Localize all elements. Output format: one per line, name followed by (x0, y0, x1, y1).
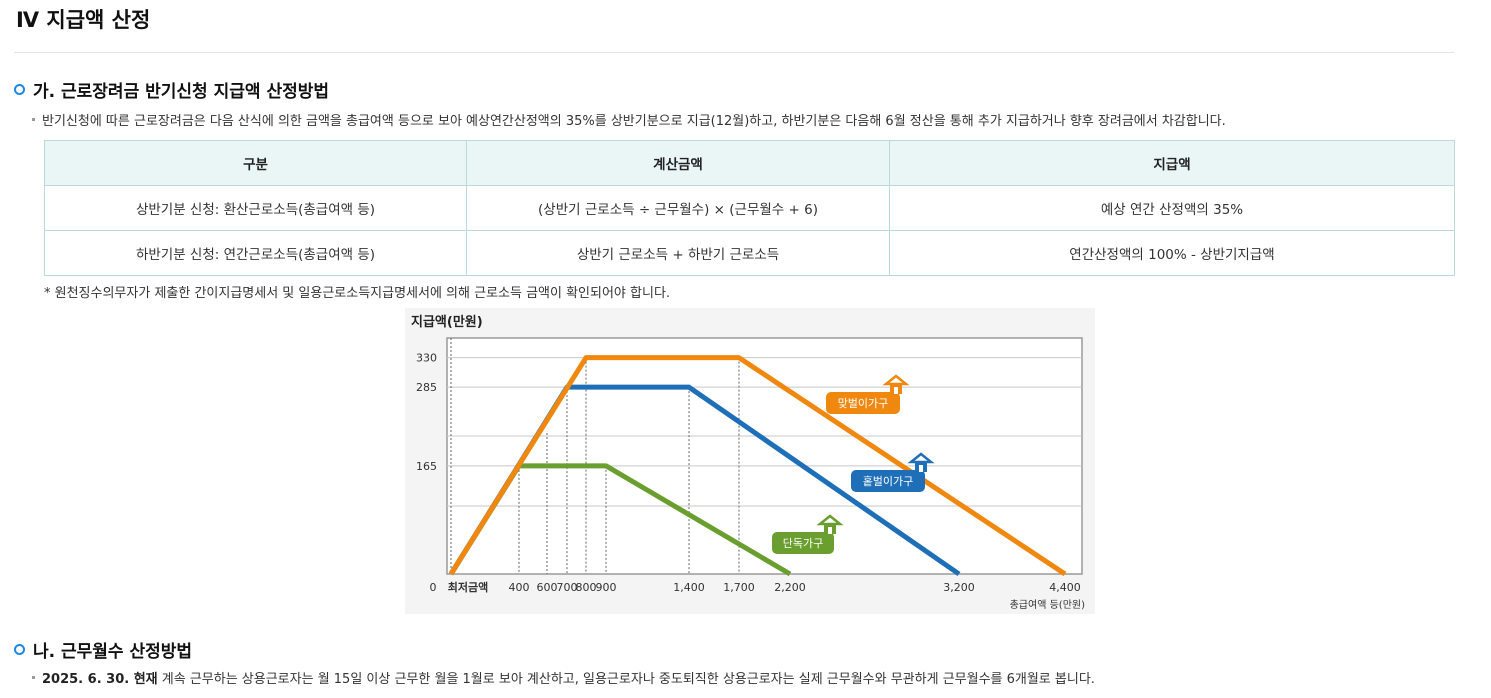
y-tick-label: 285 (416, 381, 437, 394)
table-cell: 상반기 근로소득 + 하반기 근로소득 (466, 230, 890, 276)
table-row: 상반기분 신청: 환산근로소득(총급여액 등) (상반기 근로소득 ÷ 근무월수… (44, 185, 1455, 231)
x-tick-label: 600 (537, 581, 558, 594)
section-b-description: 2025. 6. 30. 현재 계속 근무하는 상용근로자는 월 15일 이상 … (32, 668, 1095, 687)
legend-badge (851, 470, 925, 492)
section-b-date: 2025. 6. 30. 현재 (42, 672, 158, 687)
square-bullet-icon (32, 118, 35, 121)
y-tick-label: 165 (416, 460, 437, 473)
legend-badge (826, 392, 900, 414)
x-tick-label: 1,400 (673, 581, 705, 594)
section-a-description: 반기신청에 따른 근로장려금은 다음 산식에 의한 금액을 총급여액 등으로 보… (32, 110, 1226, 129)
x-axis-label: 총급여액 등(만원) (1010, 599, 1085, 611)
table-header: 지급액 (889, 140, 1455, 186)
table-header: 구분 (44, 140, 467, 186)
page-title: Ⅳ 지급액 산정 (16, 8, 151, 32)
legend-label: 단독가구 (783, 537, 823, 550)
legend-label: 홑벌이가구 (863, 475, 914, 488)
section-b-title: 나. 근무월수 산정방법 (33, 642, 193, 662)
title-divider (14, 52, 1454, 53)
square-bullet-icon (32, 676, 35, 679)
table-cell: (상반기 근로소득 ÷ 근무월수) × (근무월수 + 6) (466, 185, 890, 231)
section-b-text: 계속 근무하는 상용근로자는 월 15일 이상 근무한 월을 1월로 보아 계산… (157, 672, 1095, 687)
x-tick-label: 3,200 (943, 581, 975, 594)
table-cell: 예상 연간 산정액의 35% (889, 185, 1455, 231)
section-a-text: 반기신청에 따른 근로장려금은 다음 산식에 의한 금액을 총급여액 등으로 보… (42, 114, 1226, 129)
x-tick-label: 2,200 (774, 581, 806, 594)
footnote: * 원천징수의무자가 제출한 간이지급명세서 및 일용근로소득지급명세서에 의해… (44, 286, 671, 301)
section-a-title: 가. 근로장려금 반기신청 지급액 산정방법 (33, 82, 330, 102)
x-tick-label: 최저금액 (448, 580, 488, 594)
circle-bullet-icon (14, 644, 25, 655)
x-tick-label: 400 (509, 581, 530, 594)
circle-bullet-icon (14, 84, 25, 95)
y-axis-label: 지급액(만원) (411, 314, 483, 330)
x-tick-label: 900 (596, 581, 617, 594)
legend-badge (772, 532, 834, 554)
table-cell: 하반기분 신청: 연간근로소득(총급여액 등) (44, 230, 467, 276)
table-row: 하반기분 신청: 연간근로소득(총급여액 등) 상반기 근로소득 + 하반기 근… (44, 230, 1455, 276)
x-tick-label: 800 (576, 581, 597, 594)
x-tick-label: 0 (430, 581, 437, 594)
house-icon (894, 387, 898, 394)
house-icon (828, 527, 832, 534)
calculation-table: 구분 계산금액 지급액 상반기분 신청: 환산근로소득(총급여액 등) (상반기… (44, 140, 1455, 276)
series-line (448, 355, 1067, 577)
section-a-heading: 가. 근로장려금 반기신청 지급액 산정방법 (14, 77, 329, 102)
x-tick-label: 1,700 (723, 581, 755, 594)
x-tick-label: 700 (557, 581, 578, 594)
table-header: 계산금액 (466, 140, 890, 186)
table-cell: 상반기분 신청: 환산근로소득(총급여액 등) (44, 185, 467, 231)
x-tick-label: 4,400 (1049, 581, 1081, 594)
table-cell: 연간산정액의 100% - 상반기지급액 (889, 230, 1455, 276)
payment-chart: 지급액(만원) 330 285 165 0 최저금액 400 600 700 800 900 1,40… (405, 308, 1095, 614)
y-tick-label: 330 (416, 352, 437, 365)
house-icon (919, 465, 923, 472)
section-b-heading: 나. 근무월수 산정방법 (14, 637, 192, 662)
table-header-row: 구분 계산금액 지급액 (44, 140, 1455, 186)
legend-label: 맞벌이가구 (838, 397, 889, 410)
